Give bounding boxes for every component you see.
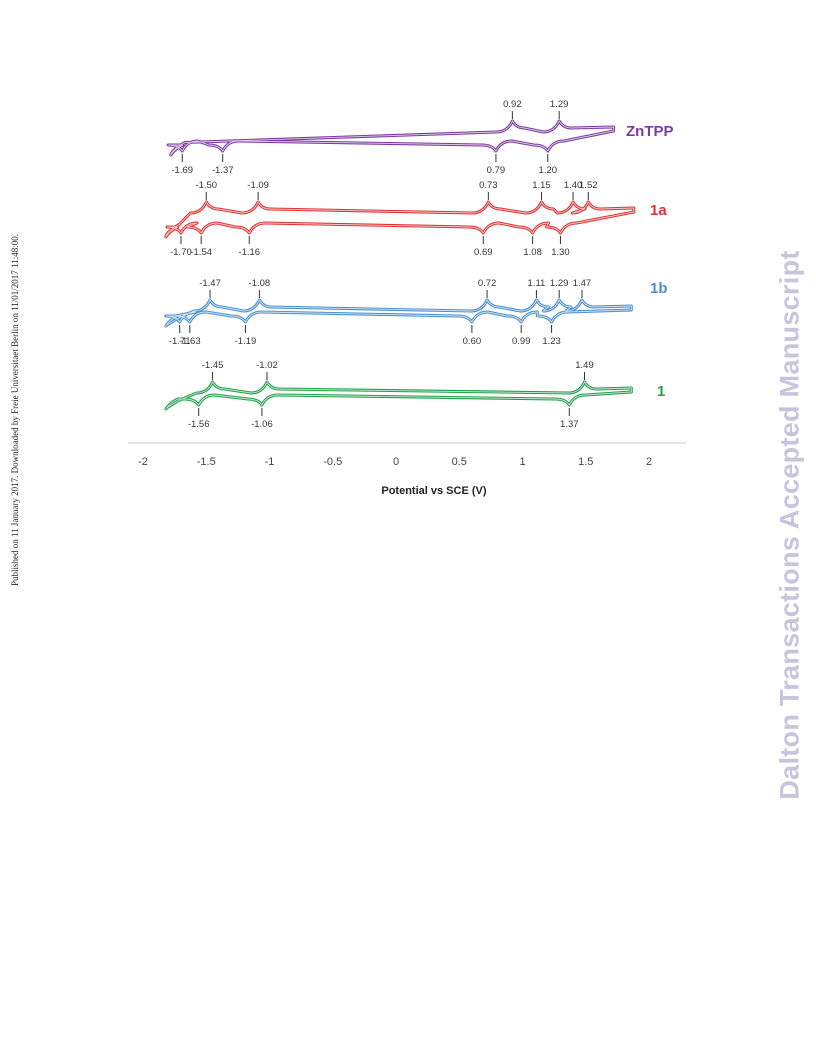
peak-label: 1.47: [573, 278, 592, 289]
peak-label: -1.56: [188, 419, 210, 430]
series-label-1a: 1a: [650, 202, 667, 219]
x-axis-title: Potential vs SCE (V): [381, 485, 486, 497]
cv-curve-1: [164, 380, 633, 411]
peak-label: -1.70: [170, 247, 192, 258]
series-label-1: 1: [657, 383, 665, 400]
peak-annotations: 0.92 1.29 0.79 1.20 -1.69 -1.37 -1.50 -1.09 0.73…: [169, 99, 598, 430]
peak-label: -1.50: [195, 180, 217, 191]
peak-label: -1.54: [190, 247, 212, 258]
cv-curve-highlight-1: [165, 381, 632, 411]
peak-label: -1.16: [238, 247, 260, 258]
peak-label: 1.49: [575, 360, 594, 371]
x-tick-label: 2: [646, 456, 652, 468]
peak-label: -1.37: [212, 165, 234, 176]
peak-label: 0.99: [512, 336, 531, 347]
x-axis: -2 -1.5 -1 -0.5 0 0.5 1 1.5 2 Potential vs SCE (V…: [128, 442, 686, 497]
x-tick-label: 1.5: [578, 456, 593, 468]
peak-label: 0.79: [487, 165, 506, 176]
peak-label: 1.11: [528, 278, 546, 289]
x-tick-label: -1: [265, 456, 275, 468]
peak-label: 0.92: [503, 99, 522, 110]
peak-label: 1.40: [564, 180, 583, 191]
cv-curve-highlight-1b: [165, 299, 632, 328]
peak-label: -1.06: [251, 419, 273, 430]
peak-label: 0.73: [479, 180, 498, 191]
peak-label: 0.69: [474, 247, 493, 258]
peak-label: -1.02: [256, 360, 278, 371]
peak-label: 1.29: [550, 278, 569, 289]
peak-label: 0.72: [478, 278, 497, 289]
peak-label: -1.09: [247, 180, 269, 191]
series-labels: ZnTPP 1a 1b 1: [626, 123, 674, 400]
peak-label: -1.08: [249, 278, 271, 289]
series-label-1b: 1b: [650, 280, 668, 297]
peak-label: 1.52: [579, 180, 598, 191]
cv-curves: [164, 119, 636, 411]
x-tick-label: 0: [393, 456, 399, 468]
peak-label: 0.60: [463, 336, 482, 347]
cv-curve-highlight-1a: [165, 201, 635, 239]
peak-label: 1.37: [560, 419, 579, 430]
peak-label: -1.47: [199, 278, 221, 289]
peak-label: 1.29: [550, 99, 569, 110]
peak-label: 1.20: [539, 165, 558, 176]
series-label-ZnTPP: ZnTPP: [626, 123, 674, 140]
cv-curve-highlight-ZnTPP: [168, 120, 615, 157]
peak-label: 1.23: [542, 336, 561, 347]
peak-label: -1.19: [235, 336, 257, 347]
x-tick-label: -1.5: [197, 456, 216, 468]
peak-label: -1.69: [171, 165, 193, 176]
peak-label: 1.15: [532, 180, 551, 191]
peak-label: -1.45: [202, 360, 224, 371]
peak-label: 1.08: [523, 247, 542, 258]
x-tick-label: 1: [519, 456, 525, 468]
cv-curve-1a: [164, 200, 636, 239]
peak-label: -1.63: [179, 336, 201, 347]
x-tick-label: 0.5: [452, 456, 467, 468]
x-tick-label: -2: [138, 456, 148, 468]
peak-label: -1.71: [169, 336, 191, 347]
x-tick-label: -0.5: [323, 456, 342, 468]
peak-label: 1.30: [551, 247, 570, 258]
